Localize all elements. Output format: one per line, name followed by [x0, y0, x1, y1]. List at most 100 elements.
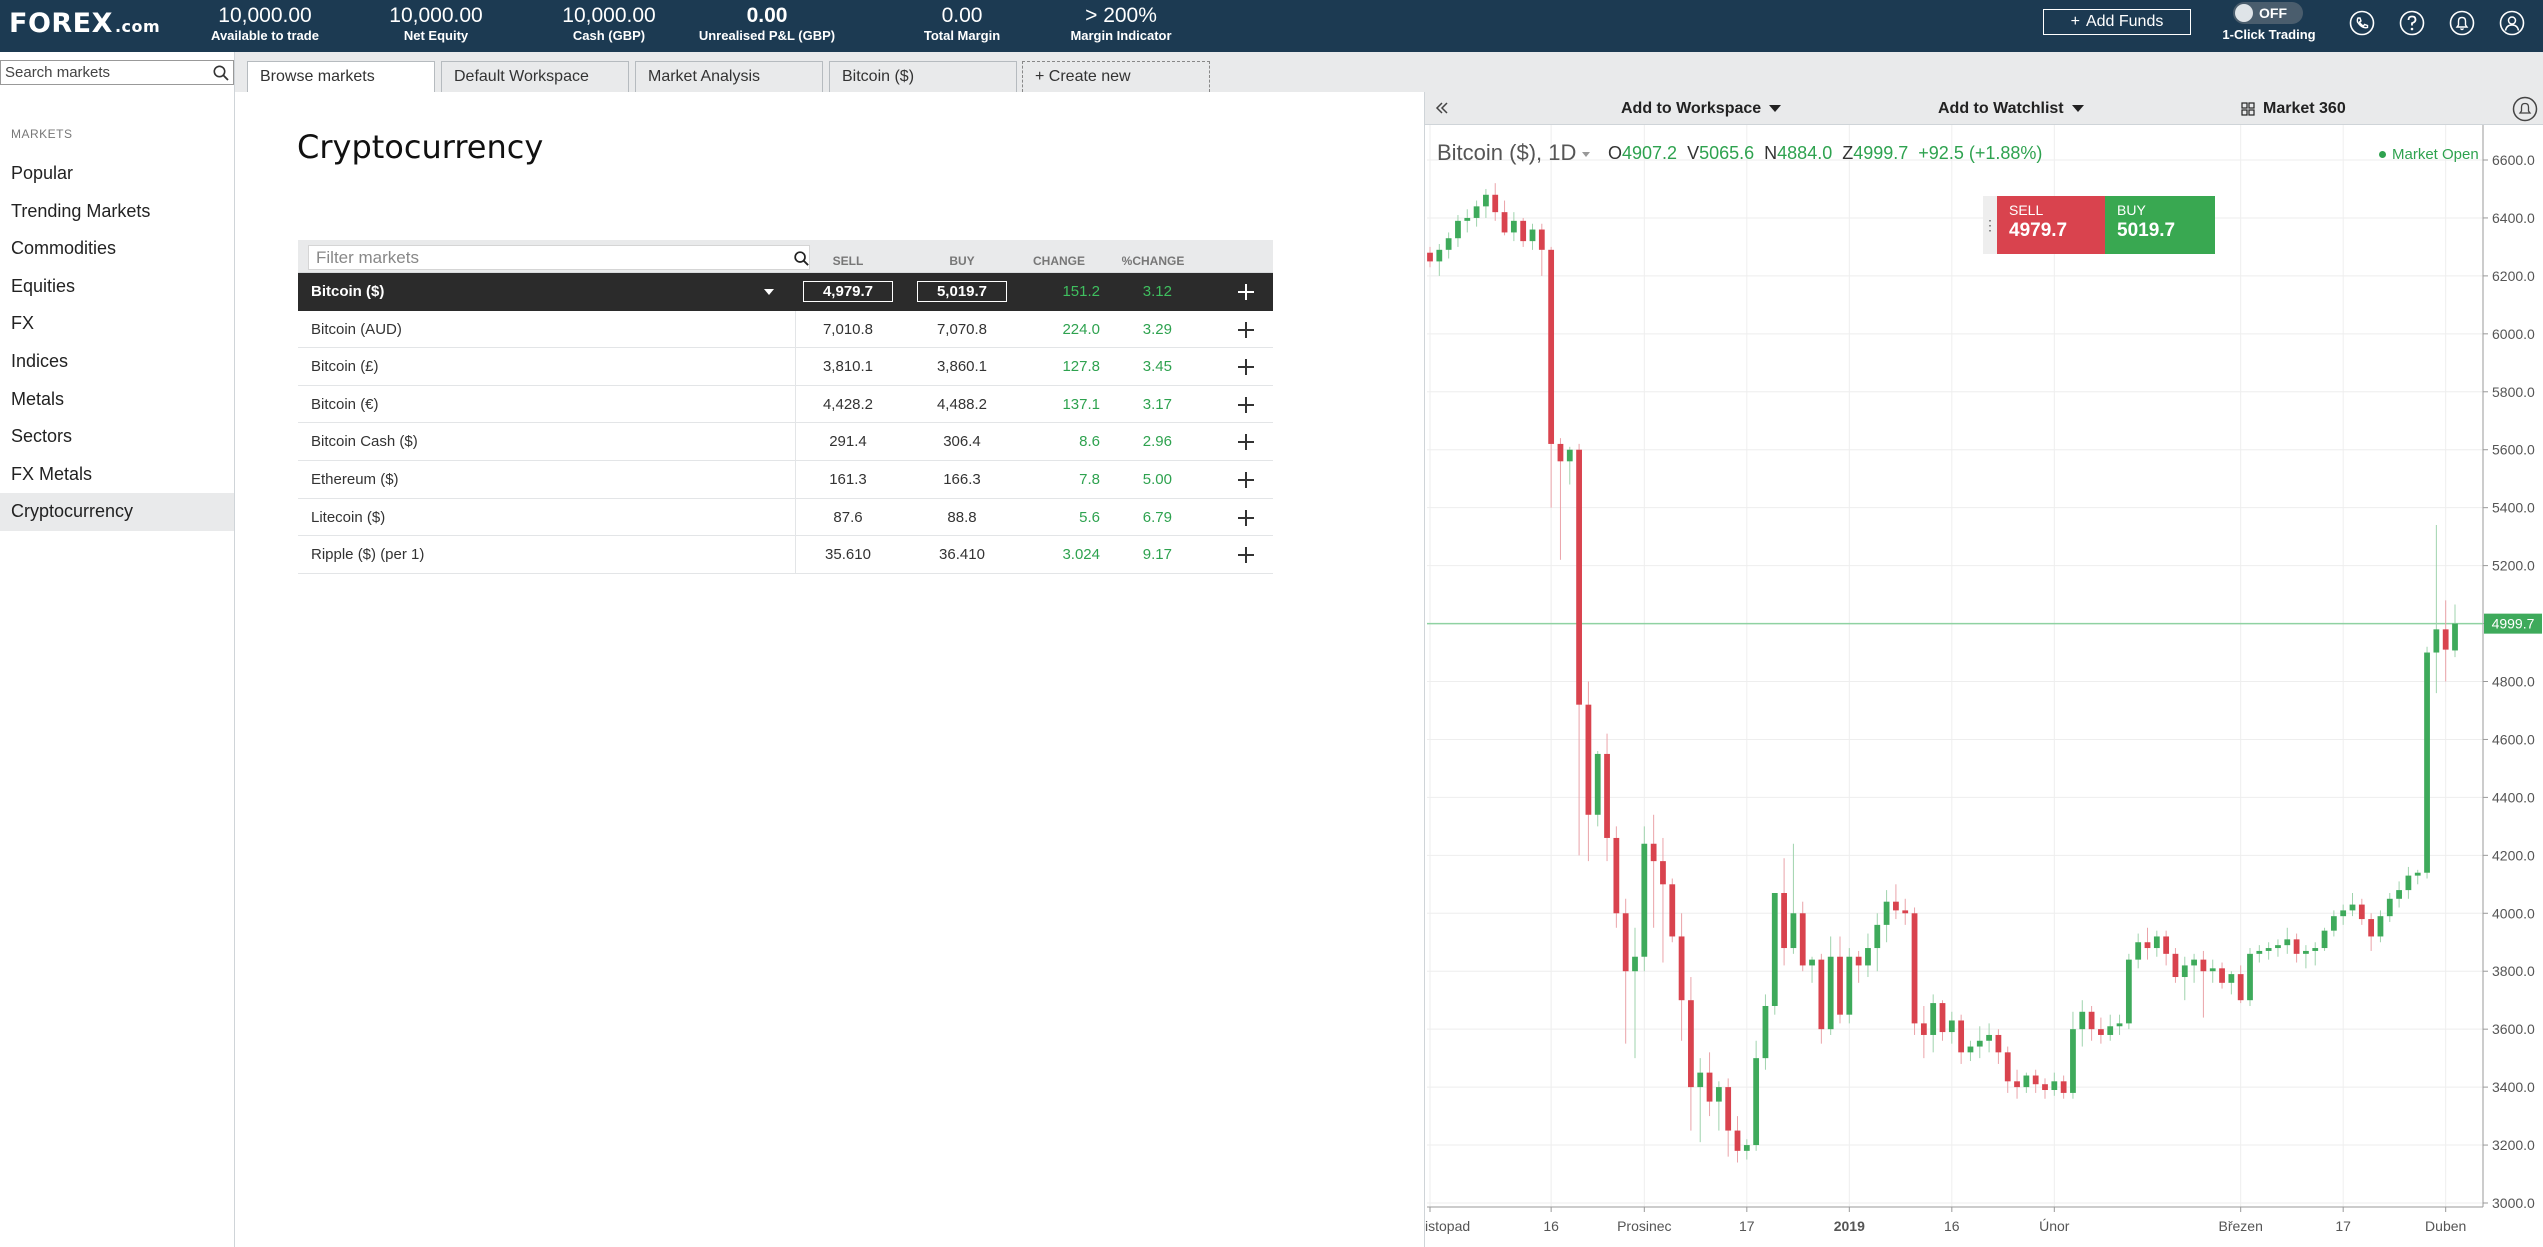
stat-label: Cash (GBP): [572, 28, 646, 43]
search-input[interactable]: [5, 63, 205, 82]
sell-price[interactable]: 35.610: [825, 546, 871, 564]
phone-icon[interactable]: [2349, 10, 2375, 36]
price-chart[interactable]: 3000.0 3200.0 3400.0 3600.0 3800.0 4000.0 4200…: [1425, 125, 2543, 1247]
candle-body: [1632, 956, 1638, 972]
table-row[interactable]: Bitcoin ($) 4,979.7 5,019.7 151.2 3.12: [298, 273, 1273, 311]
candle-body: [2088, 1011, 2095, 1030]
add-icon[interactable]: [1237, 283, 1255, 301]
add-icon[interactable]: [1237, 396, 1255, 414]
sidebar-item-indices[interactable]: Indices: [11, 350, 69, 371]
search-icon[interactable]: [793, 250, 810, 267]
notifications-icon[interactable]: [2449, 10, 2475, 36]
sidebar-item-fx-metals[interactable]: FX Metals: [11, 463, 93, 484]
create-new-tab-button[interactable]: + Create new: [1022, 61, 1210, 92]
pct-change-value: 3.12: [1142, 283, 1172, 300]
chevron-down-icon[interactable]: [764, 289, 774, 295]
buy-button[interactable]: BUY 5019.7: [2105, 196, 2215, 254]
add-to-watchlist-button[interactable]: Add to Watchlist: [1938, 92, 2084, 125]
x-tick-label: 16: [1944, 1218, 1960, 1234]
stat-net-equity: 10,000.00 Net Equity: [376, 4, 496, 44]
plus-icon: +: [2070, 13, 2080, 30]
candle-body: [1902, 910, 1909, 914]
add-to-workspace-button[interactable]: Add to Workspace: [1621, 92, 1782, 125]
logo-suffix: .com: [114, 17, 161, 36]
buy-price[interactable]: 4,488.2: [936, 395, 988, 413]
tab-market-analysis[interactable]: Market Analysis: [635, 61, 823, 92]
buy-price[interactable]: 88.8: [947, 508, 977, 526]
y-tick-label: 5600.0: [2492, 442, 2535, 458]
candle-body: [2433, 629, 2440, 653]
tab-browse-markets[interactable]: Browse markets: [247, 61, 435, 93]
buy-price[interactable]: 306.4: [943, 433, 981, 451]
buy-price[interactable]: 7,070.8: [936, 320, 988, 338]
candle-body: [1436, 249, 1443, 262]
sell-price[interactable]: 7,010.8: [822, 320, 874, 338]
buy-price[interactable]: 3,860.1: [936, 358, 988, 376]
divider: [795, 385, 796, 423]
candle-body: [1799, 913, 1806, 966]
sell-price[interactable]: 161.3: [829, 470, 867, 488]
add-icon[interactable]: [1237, 546, 1255, 564]
sidebar-item-cryptocurrency[interactable]: Cryptocurrency: [0, 493, 234, 531]
table-row[interactable]: Bitcoin Cash ($) 291.4 306.4 8.6 2.96: [298, 423, 1273, 461]
candle-body: [1669, 884, 1676, 937]
tab-bitcoin[interactable]: Bitcoin ($): [829, 61, 1017, 92]
sidebar-item-popular[interactable]: Popular: [11, 163, 74, 183]
candle-body: [1678, 936, 1685, 1001]
change-value: 7.8: [1079, 470, 1100, 488]
add-funds-button[interactable]: + Add Funds: [2043, 9, 2191, 35]
price-alert-icon[interactable]: [2512, 96, 2538, 122]
stat-value: > 200%: [1085, 4, 1157, 27]
column-header-change: CHANGE: [1032, 254, 1085, 268]
sell-button[interactable]: SELL 4979.7: [1997, 196, 2105, 254]
user-icon[interactable]: [2499, 10, 2525, 36]
search-icon[interactable]: [212, 64, 230, 82]
drag-handle-icon[interactable]: ⋮⋮: [1983, 196, 2011, 254]
add-icon[interactable]: [1237, 321, 1255, 339]
candle-body: [2349, 904, 2356, 911]
add-icon[interactable]: [1237, 509, 1255, 527]
stat-margin-indicator[interactable]: > 200% Margin Indicator: [1061, 4, 1181, 44]
sidebar-item-sectors[interactable]: Sectors: [11, 426, 73, 447]
chart-symbol-selector[interactable]: Bitcoin ($), 1D: [1437, 140, 1591, 166]
sidebar-item-equities[interactable]: Equities: [11, 275, 76, 296]
add-icon[interactable]: [1237, 358, 1255, 376]
add-to-watchlist-label: Add to Watchlist: [1938, 100, 2064, 117]
help-icon[interactable]: [2399, 10, 2425, 36]
sell-price[interactable]: 4,428.2: [822, 395, 874, 413]
sell-price[interactable]: 291.4: [829, 433, 867, 451]
market-360-button[interactable]: Market 360: [2241, 92, 2346, 125]
logo[interactable]: FOREX .com: [9, 8, 160, 39]
sidebar-item-metals[interactable]: Metals: [11, 388, 65, 409]
table-row[interactable]: Bitcoin (€) 4,428.2 4,488.2 137.1 3.17: [298, 385, 1273, 424]
sell-price[interactable]: 3,810.1: [822, 358, 874, 376]
table-row[interactable]: Ripple ($) (per 1) 35.610 36.410 3.024 9…: [298, 536, 1273, 574]
add-icon[interactable]: [1237, 433, 1255, 451]
table-row[interactable]: Ethereum ($) 161.3 166.3 7.8 5.00: [298, 460, 1273, 499]
add-icon[interactable]: [1237, 471, 1255, 489]
stat-value: 10,000.00: [389, 4, 483, 27]
buy-price-button[interactable]: 5,019.7: [917, 281, 1007, 302]
candle-body: [1743, 1145, 1750, 1151]
candle-body: [2247, 953, 2253, 1001]
table-row[interactable]: Bitcoin (AUD) 7,010.8 7,070.8 224.0 3.29: [298, 310, 1273, 349]
caret-down-icon: [2071, 105, 2084, 112]
sidebar-item-commodities[interactable]: Commodities: [11, 238, 117, 259]
table-row[interactable]: Litecoin ($) 87.6 88.8 5.6 6.79: [298, 498, 1273, 537]
one-click-trading-toggle[interactable]: OFF: [2233, 2, 2303, 24]
sell-price[interactable]: 87.6: [833, 508, 863, 526]
tab-default-workspace[interactable]: Default Workspace: [441, 61, 629, 92]
sell-price-button[interactable]: 4,979.7: [803, 281, 893, 302]
buy-price[interactable]: 36.410: [939, 546, 985, 564]
candle-body: [2275, 945, 2281, 949]
sidebar-item-trending-markets[interactable]: Trending Markets: [11, 200, 151, 221]
ohlc-key: Z: [1842, 143, 1854, 163]
double-chevron-left-icon[interactable]: [1433, 99, 1451, 117]
buy-price[interactable]: 166.3: [943, 470, 981, 488]
filter-markets-input[interactable]: [316, 248, 776, 267]
table-row[interactable]: Bitcoin (£) 3,810.1 3,860.1 127.8 3.45: [298, 348, 1273, 386]
candle-body: [2079, 1011, 2086, 1030]
candle-body: [2340, 910, 2347, 917]
workspace-tabs: Browse markets Default Workspace Market …: [235, 52, 2543, 93]
sidebar-item-fx[interactable]: FX: [11, 313, 35, 334]
